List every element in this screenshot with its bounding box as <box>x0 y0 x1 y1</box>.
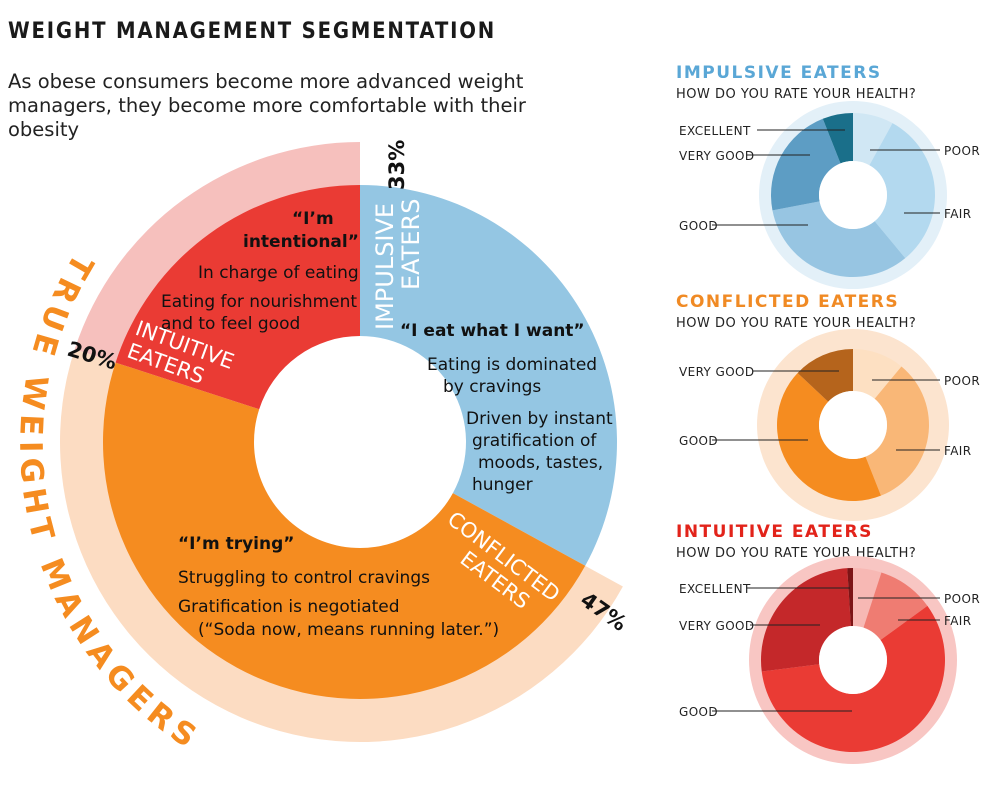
intuitive-leader-lines <box>712 587 940 712</box>
segment-intuitive <box>115 185 360 410</box>
impulsive_health-slice-good <box>772 201 906 277</box>
impulsive-segment-label: IMPULSIVE EATERS <box>371 199 425 330</box>
conflicted-good-label: GOOD <box>679 434 718 448</box>
intuitive-fair-label: FAIR <box>944 614 972 628</box>
impulsive_health-slice-poor <box>853 113 893 166</box>
conflicted-health-chart <box>757 329 949 521</box>
intuitive-health-chart <box>749 556 957 764</box>
impulsive_health-slice-fair <box>869 123 935 259</box>
impulsive-quote-headline: “I eat what I want” <box>400 321 585 341</box>
conflicted-very-good-label: VERY GOOD <box>679 365 755 379</box>
conflicted-quote-line-3: (“Soda now, means running later.”) <box>198 620 499 640</box>
conflicted-quote-line-1: Struggling to control cravings <box>178 568 430 588</box>
conflicted-health-question: HOW DO YOU RATE YOUR HEALTH? <box>676 316 916 331</box>
segment-conflicted <box>103 362 586 699</box>
subtitle-line-1: As obese consumers become more advanced … <box>8 70 524 93</box>
conflicted_health-slice-very-good <box>797 349 853 402</box>
intuitive-health-title: INTUITIVE EATERS <box>676 522 873 542</box>
intuitive-health-question: HOW DO YOU RATE YOUR HEALTH? <box>676 546 916 561</box>
outer-ring-intuitive <box>74 142 360 364</box>
conflicted-health-title: CONFLICTED EATERS <box>676 292 899 312</box>
intuitive-very-good-label: VERY GOOD <box>679 619 755 633</box>
impulsive-quote-line-4: gratification of <box>472 431 597 451</box>
impulsive-leader-lines <box>712 129 940 226</box>
conflicted-poor-label: POOR <box>944 374 980 388</box>
intuitive-quote-line-1: In charge of eating <box>198 263 359 283</box>
impulsive-health-title: IMPULSIVE EATERS <box>676 63 882 83</box>
conflicted_health-center <box>819 391 887 459</box>
impulsive-good-label: GOOD <box>679 219 718 233</box>
impulsive-quote-line-3: Driven by instant <box>466 409 613 429</box>
impulsive-percent: 33% <box>385 140 409 190</box>
impulsive-quote-line-1: Eating is dominated <box>427 355 597 375</box>
outer-ring-conflicted <box>59 349 623 743</box>
intuitive_health-center <box>819 626 887 694</box>
conflicted_health-slice-good <box>776 372 881 502</box>
conflicted_health-slice-fair <box>865 366 930 496</box>
intuitive-poor-label: POOR <box>944 592 980 606</box>
impulsive-quote-line-2: by cravings <box>443 377 541 397</box>
subtitle-line-2: managers, they become more comfortable w… <box>8 94 527 117</box>
impulsive_health-slice-excellent <box>822 113 853 164</box>
intuitive-quote-headline-2: intentional” <box>243 232 359 252</box>
impulsive_health-slice-very-good <box>771 118 841 211</box>
impulsive-excellent-label: EXCELLENT <box>679 124 751 138</box>
main-segmentation-chart <box>59 142 623 743</box>
intuitive-quote-line-2: Eating for nourishment <box>161 292 357 312</box>
impulsive-health-chart <box>759 101 947 289</box>
impulsive-quote-line-6: hunger <box>472 475 533 495</box>
intuitive_health-slice-excellent <box>847 568 853 627</box>
impulsive-quote-line-5: moods, tastes, <box>478 453 603 473</box>
conflicted-quote-headline: “I’m trying” <box>178 534 294 554</box>
conflicted-leader-lines <box>712 370 940 451</box>
impulsive-health-question: HOW DO YOU RATE YOUR HEALTH? <box>676 87 916 102</box>
impulsive-fair-label: FAIR <box>944 207 972 221</box>
intuitive_health-slice-very-good <box>761 568 851 672</box>
conflicted_health-slice-poor <box>853 349 902 399</box>
subtitle-line-3: obesity <box>8 118 79 141</box>
intuitive_health-slice-fair <box>863 572 928 641</box>
impulsive-label-line-1: IMPULSIVE <box>371 203 399 330</box>
impulsive_health-center <box>819 161 887 229</box>
intuitive-excellent-label: EXCELLENT <box>679 582 751 596</box>
segment-impulsive <box>360 185 617 566</box>
intuitive-quote-line-3: and to feel good <box>161 314 300 334</box>
page-title: WEIGHT MANAGEMENT SEGMENTATION <box>8 19 496 44</box>
impulsive-poor-label: POOR <box>944 144 980 158</box>
conflicted-quote-line-2: Gratification is negotiated <box>178 597 400 617</box>
intuitive-good-label: GOOD <box>679 705 718 719</box>
conflicted-fair-label: FAIR <box>944 444 972 458</box>
impulsive-very-good-label: VERY GOOD <box>679 149 755 163</box>
impulsive-label-line-2: EATERS <box>397 199 425 290</box>
intuitive_health-slice-good <box>761 605 946 753</box>
intuitive-quote-headline-1: “I’m <box>292 209 334 229</box>
